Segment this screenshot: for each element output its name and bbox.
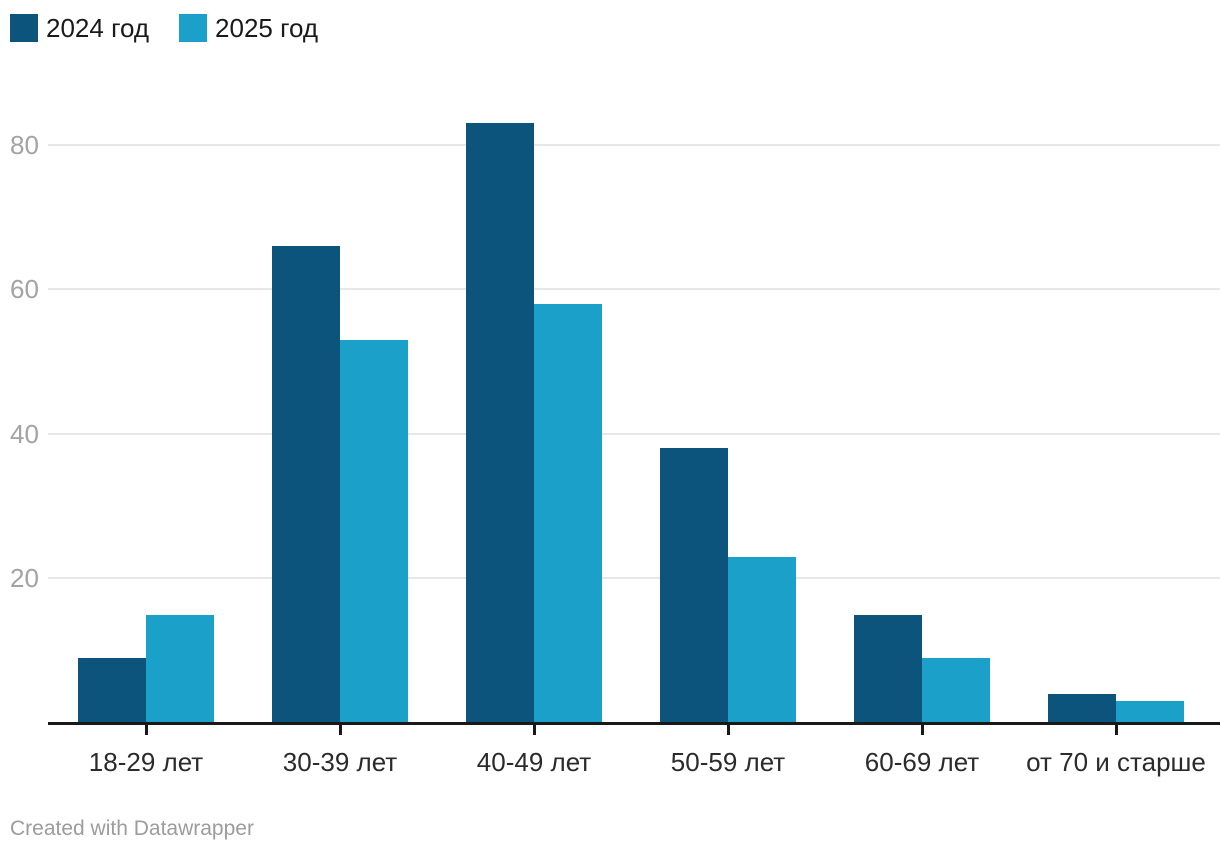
x-axis-category-label-5: 60-69 лет [864, 747, 980, 777]
x-axis-category-label-1: 18-29 лет [88, 747, 204, 777]
bar-2024-category-3[interactable] [466, 122, 534, 723]
bar-2025-category-1[interactable] [146, 614, 214, 723]
gridline-60 [48, 288, 1220, 291]
legend-item-2024: 2024 год [10, 14, 149, 42]
x-axis-category-label-3: 40-49 лет [476, 747, 592, 777]
x-axis-tick-6 [1114, 724, 1118, 735]
x-axis-tick-4 [726, 724, 730, 735]
legend-label-2025: 2025 год [215, 13, 319, 43]
x-axis-category-label-6: от 70 и старше [1026, 747, 1206, 777]
gridline-20 [48, 577, 1220, 580]
legend: 2024 год 2025 год [10, 14, 348, 42]
bar-2024-category-1[interactable] [78, 657, 146, 723]
x-axis-line [48, 721, 1220, 725]
bar-2024-category-6[interactable] [1048, 694, 1116, 723]
y-axis-tick-label-80: 80 [10, 129, 39, 160]
x-axis-tick-1 [144, 724, 148, 735]
gridline-40 [48, 432, 1220, 435]
y-axis-tick-label-20: 20 [10, 563, 39, 594]
legend-item-2025: 2025 год [179, 14, 318, 42]
legend-swatch-2024 [10, 14, 38, 42]
legend-swatch-2025 [179, 14, 208, 42]
bar-2025-category-3[interactable] [534, 303, 602, 723]
bar-2024-category-5[interactable] [854, 614, 922, 723]
legend-label-2024: 2024 год [46, 13, 150, 43]
x-axis-category-label-2: 30-39 лет [282, 747, 398, 777]
bar-2025-category-6[interactable] [1116, 701, 1184, 723]
y-axis-tick-label-60: 60 [10, 274, 39, 305]
gridline-80 [48, 143, 1220, 146]
y-axis-tick-label-40: 40 [10, 418, 39, 449]
x-axis-tick-5 [920, 724, 924, 735]
x-axis-category-label-4: 50-59 лет [670, 747, 786, 777]
bar-2024-category-4[interactable] [660, 448, 728, 723]
bar-2024-category-2[interactable] [272, 245, 340, 723]
bar-2025-category-4[interactable] [728, 556, 796, 723]
x-axis-tick-2 [338, 724, 342, 735]
x-axis-tick-3 [532, 724, 536, 735]
bar-2025-category-5[interactable] [922, 657, 990, 723]
bar-2025-category-2[interactable] [340, 339, 408, 723]
datawrapper-attribution-link[interactable]: Created with Datawrapper [10, 817, 254, 840]
